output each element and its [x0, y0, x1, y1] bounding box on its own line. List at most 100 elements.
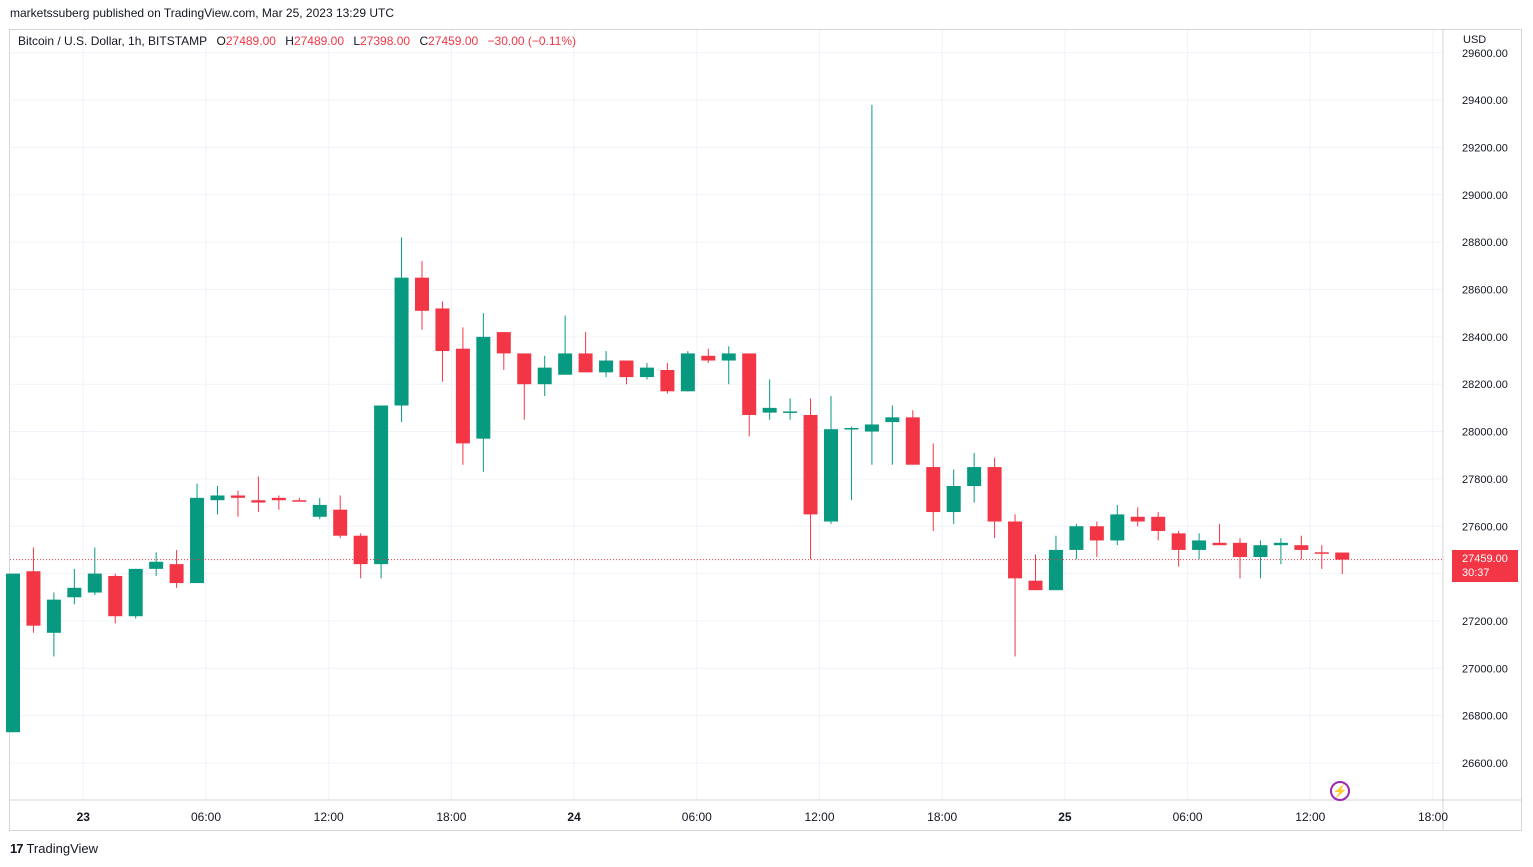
tradingview-logo-icon: 17: [10, 841, 24, 856]
time-tick-label: 06:00: [1173, 810, 1203, 824]
candle-body: [885, 417, 900, 423]
candle: [1069, 523, 1084, 560]
candle-body: [987, 467, 1002, 522]
candle: [1089, 521, 1104, 558]
tradingview-brand[interactable]: 17 TradingView: [10, 841, 98, 856]
candle-body: [1233, 542, 1247, 558]
candle-body: [1273, 542, 1288, 546]
candle-body: [1314, 552, 1329, 554]
candle-body: [333, 509, 348, 536]
candle: [885, 405, 900, 465]
candle-body: [1253, 545, 1268, 558]
candle-body: [6, 573, 20, 733]
candle: [374, 405, 389, 579]
candle-body: [394, 277, 409, 406]
candle-body: [1171, 533, 1186, 550]
time-tick-label: 12:00: [314, 810, 344, 824]
candle-body: [128, 568, 143, 617]
candle: [210, 486, 225, 515]
candle-body: [537, 367, 552, 385]
candle: [803, 398, 818, 560]
time-tick-label: 24: [567, 810, 581, 824]
candle: [680, 351, 695, 392]
low-label: L: [353, 34, 361, 48]
candle: [312, 497, 327, 520]
chart-frame: [9, 29, 1522, 831]
candle-body: [496, 332, 511, 354]
candle: [190, 483, 205, 584]
candle: [108, 573, 123, 624]
time-tick-label: 06:00: [191, 810, 221, 824]
candle-body: [108, 575, 123, 617]
candle: [701, 348, 716, 363]
candle: [1048, 535, 1063, 591]
high-value: 27489.00: [293, 34, 344, 48]
candle: [415, 261, 429, 330]
price-tick-label: 27800.00: [1462, 474, 1508, 486]
price-tick-label: 29200.00: [1462, 142, 1508, 154]
candle-body: [415, 277, 429, 311]
candle-body: [87, 573, 102, 593]
open-label: O: [216, 34, 226, 48]
price-tick-label: 28400.00: [1462, 332, 1508, 344]
candle: [1335, 552, 1350, 575]
price-tick-label: 29600.00: [1462, 48, 1508, 60]
brand-name: TradingView: [26, 841, 99, 856]
time-tick-label: 12:00: [1295, 810, 1325, 824]
ohlc-legend: Bitcoin / U.S. Dollar, 1h, BITSTAMP O 274…: [18, 34, 576, 48]
candle-body: [639, 367, 654, 378]
candle-body: [660, 369, 675, 392]
candle-body: [230, 495, 245, 498]
candle-body: [742, 353, 757, 415]
candle: [926, 443, 941, 531]
candle: [46, 592, 61, 657]
candle: [149, 552, 164, 576]
candle: [1028, 554, 1043, 591]
candles: [6, 104, 1350, 733]
candle-body: [783, 411, 798, 413]
price-tick-label: 26800.00: [1462, 711, 1508, 723]
candle: [496, 332, 511, 370]
candle-body: [169, 564, 184, 584]
candle: [599, 351, 614, 378]
candle: [1233, 538, 1247, 579]
candle: [292, 497, 307, 502]
currency-label[interactable]: USD: [1463, 34, 1487, 46]
price-tick-label: 27200.00: [1462, 616, 1508, 628]
candle: [1212, 523, 1227, 546]
candle-body: [680, 353, 695, 392]
candle: [905, 410, 920, 465]
candle-body: [312, 504, 327, 517]
candle: [578, 332, 593, 373]
candle: [864, 104, 879, 465]
candle: [1171, 530, 1186, 567]
candle-body: [26, 571, 41, 626]
close-value: 27459.00: [428, 34, 479, 48]
candle: [67, 568, 82, 605]
change-value: −30.00 (−0.11%): [487, 34, 577, 48]
candle: [1151, 512, 1166, 541]
candle: [1314, 545, 1329, 569]
candle-body: [967, 467, 982, 487]
candle: [476, 313, 491, 472]
candle: [353, 533, 368, 579]
time-tick-label: 18:00: [1418, 810, 1448, 824]
high-label: H: [285, 34, 294, 48]
candle: [455, 327, 470, 465]
candle: [783, 398, 798, 420]
candle-body: [1008, 521, 1023, 579]
candle-body: [435, 308, 450, 352]
low-value: 27398.00: [360, 34, 411, 48]
last-price-value: 27459.00: [1462, 553, 1508, 565]
symbol-label[interactable]: Bitcoin / U.S. Dollar, 1h, BITSTAMP: [18, 34, 208, 48]
price-tick-label: 27000.00: [1462, 663, 1508, 675]
candle-body: [251, 500, 266, 503]
candle: [639, 362, 654, 380]
lightning-bolt-icon[interactable]: ⚡: [1330, 781, 1350, 801]
candle: [824, 396, 838, 524]
candle-body: [1212, 542, 1227, 546]
candle: [128, 568, 143, 619]
candle: [987, 457, 1002, 539]
candle-body: [905, 417, 920, 465]
